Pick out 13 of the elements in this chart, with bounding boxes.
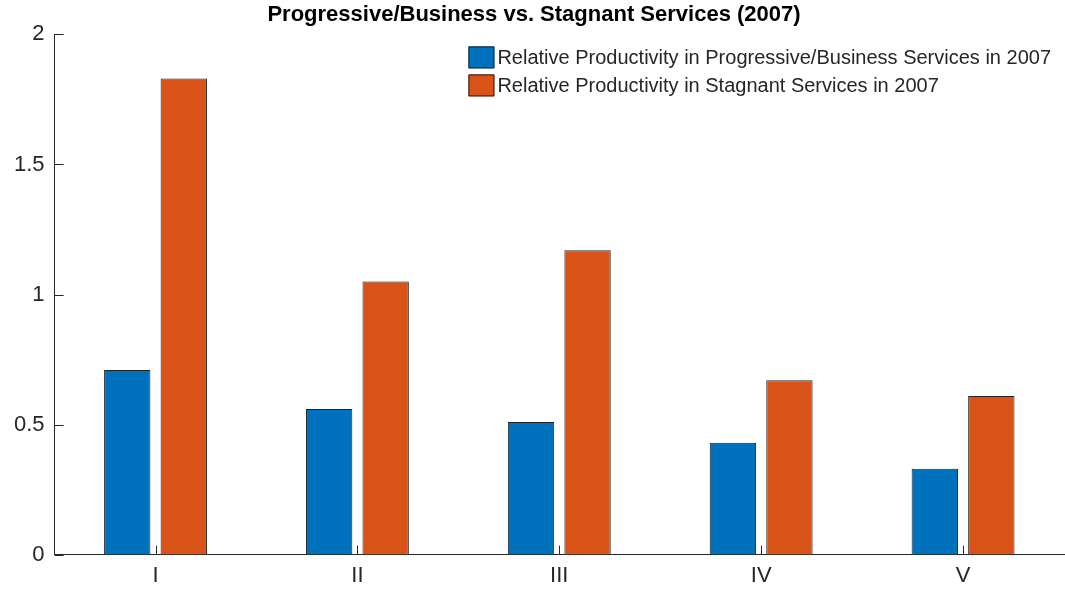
x-tick-label: V (955, 561, 971, 587)
x-tick-label: I (152, 561, 159, 587)
x-tick-label: IV (750, 561, 772, 587)
y-tick-label: 0.5 (13, 410, 45, 436)
legend-label: Relative Productivity in Progressive/Business Services in 2007 (497, 45, 1052, 68)
chart-title: Progressive/Business vs. Stagnant Services (2007) (267, 1, 801, 27)
x-tick-label: III (550, 561, 569, 587)
y-tick-label: 0 (32, 540, 45, 566)
y-tick-label: 1.5 (13, 150, 45, 176)
y-tick-label: 2 (32, 20, 45, 46)
legend-label: Relative Productivity in Stagnant Services in 2007 (497, 73, 939, 96)
x-tick-label: II (351, 561, 364, 587)
y-tick-label: 1 (32, 280, 45, 306)
